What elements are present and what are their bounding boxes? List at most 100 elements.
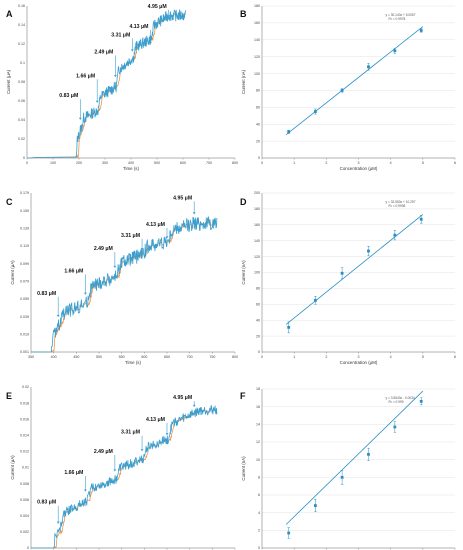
- y-tick-label: 0.139: [20, 227, 29, 231]
- y-tick-label: 0.04: [18, 118, 25, 122]
- concentration-annotation: 4.95 μM: [173, 195, 192, 201]
- x-tick-label: 700: [206, 161, 212, 165]
- x-axis-label: Concentration (μM): [340, 360, 378, 365]
- y-axis-label: Current (μA): [10, 455, 15, 480]
- panel-letter: A: [6, 9, 13, 19]
- concentration-annotation: 1.66 μM: [76, 73, 95, 79]
- y-tick-label: 0: [258, 546, 260, 550]
- y-tick-label: 140: [254, 38, 260, 42]
- concentration-annotation: 3.31 μM: [111, 32, 130, 38]
- data-point: [341, 476, 344, 479]
- x-tick-label: 400: [128, 161, 134, 165]
- y-tick-label: 120: [254, 255, 260, 259]
- y-axis-label: Current (μA): [6, 69, 11, 94]
- current-trace: [31, 405, 217, 548]
- arrow-head: [131, 49, 134, 51]
- y-tick-label: 100: [254, 271, 260, 275]
- y-tick-label: 0.02: [22, 385, 29, 389]
- y-tick-label: 160: [254, 21, 260, 25]
- r-squared: R² = 0.9908: [389, 204, 406, 208]
- data-point: [420, 29, 423, 32]
- current-trace: [27, 10, 186, 158]
- y-tick-label: 0.14: [18, 23, 25, 27]
- fit-line: [286, 391, 423, 524]
- y-tick-label: 0.059: [20, 297, 29, 301]
- panel-letter: F: [240, 391, 246, 401]
- data-point: [367, 453, 370, 456]
- concentration-annotation: 3.31 μM: [121, 233, 140, 239]
- x-tick-label: 400: [51, 355, 57, 359]
- fit-line: [286, 27, 423, 135]
- y-tick-label: 6: [258, 493, 260, 497]
- y-axis-label: Current (nA): [241, 69, 246, 94]
- data-point: [287, 130, 290, 133]
- y-tick-label: 16: [256, 405, 260, 409]
- data-point: [314, 504, 317, 507]
- data-point: [341, 272, 344, 275]
- y-tick-label: 12: [256, 440, 260, 444]
- panel-letter: C: [6, 197, 13, 207]
- x-axis-label: Time (s): [123, 166, 139, 171]
- y-tick-label: 0.119: [20, 244, 29, 248]
- x-tick-label: 3: [358, 355, 360, 359]
- data-point: [287, 326, 290, 329]
- y-tick-label: 200: [254, 191, 260, 195]
- x-tick-label: 800: [232, 161, 238, 165]
- concentration-annotation: 3.31 μM: [121, 430, 140, 436]
- concentration-annotation: 1.66 μM: [64, 470, 83, 476]
- y-tick-label: 0.179: [20, 191, 29, 195]
- y-tick-label: 60: [256, 106, 260, 110]
- y-tick-label: 20: [256, 139, 260, 143]
- x-tick-label: 800: [232, 355, 238, 359]
- data-point: [420, 218, 423, 221]
- panel-letter: E: [6, 391, 12, 401]
- data-point: [287, 532, 290, 535]
- x-tick-label: 5: [422, 161, 424, 165]
- concentration-annotation: 2.49 μM: [94, 246, 113, 252]
- arrow-head: [57, 315, 60, 317]
- data-point: [314, 110, 317, 113]
- panel-a: A 0 0.02 0.04 0.06 0.08 0.1 0.12 0.14 0.16 0 100 200…: [6, 4, 238, 171]
- y-tick-label: 0.014: [20, 434, 29, 438]
- arrow-head: [84, 489, 87, 491]
- y-tick-label: 14: [256, 423, 260, 427]
- y-tick-label: 0.06: [18, 99, 25, 103]
- y-tick-label: 0: [258, 156, 260, 160]
- y-tick-label: 0.006: [20, 498, 29, 502]
- concentration-annotation: 4.95 μM: [173, 395, 192, 401]
- x-tick-label: 3: [358, 161, 360, 165]
- x-axis-label: Concentration (μM): [340, 166, 378, 171]
- concentration-annotation: 1.66 μM: [64, 269, 83, 275]
- y-tick-label: 0.008: [20, 482, 29, 486]
- data-point: [314, 299, 317, 302]
- arrow-head: [57, 522, 60, 524]
- arrow-head: [141, 449, 144, 451]
- x-tick-label: 100: [50, 161, 56, 165]
- y-tick-label: 120: [254, 55, 260, 59]
- x-tick-label: 4: [390, 161, 392, 165]
- y-tick-label: 0.039: [20, 315, 29, 319]
- y-tick-label: 0: [23, 156, 25, 160]
- y-tick-label: 0.159: [20, 209, 29, 213]
- panel-f: F0246810121416180123456Concentration (μM…: [240, 387, 456, 550]
- panel-b: B 0 20 40 60 80 100 120 140 160 180 0 1 2 3 4 5 6 Concentr…: [240, 4, 456, 171]
- x-tick-label: 1: [293, 161, 295, 165]
- x-tick-label: 6: [454, 161, 456, 165]
- y-tick-label: 0.002: [20, 530, 29, 534]
- y-tick-label: 0.079: [20, 280, 29, 284]
- x-tick-label: 750: [209, 355, 215, 359]
- y-tick-label: 0.019: [20, 333, 29, 337]
- y-tick-label: 40: [256, 122, 260, 126]
- r-squared: R² = 0.9978: [389, 17, 406, 21]
- concentration-annotation: 4.13 μM: [146, 222, 165, 228]
- fitted-trace: [31, 221, 217, 352]
- y-tick-label: 0.099: [20, 262, 29, 266]
- y-tick-label: 0.018: [20, 401, 29, 405]
- data-point: [393, 234, 396, 237]
- y-tick-label: 80: [256, 287, 260, 291]
- y-tick-label: 0.12: [18, 42, 25, 46]
- y-tick-label: 0.02: [18, 137, 25, 141]
- data-point: [367, 250, 370, 253]
- arrow-head: [193, 405, 196, 407]
- y-tick-label: 0.16: [18, 4, 25, 8]
